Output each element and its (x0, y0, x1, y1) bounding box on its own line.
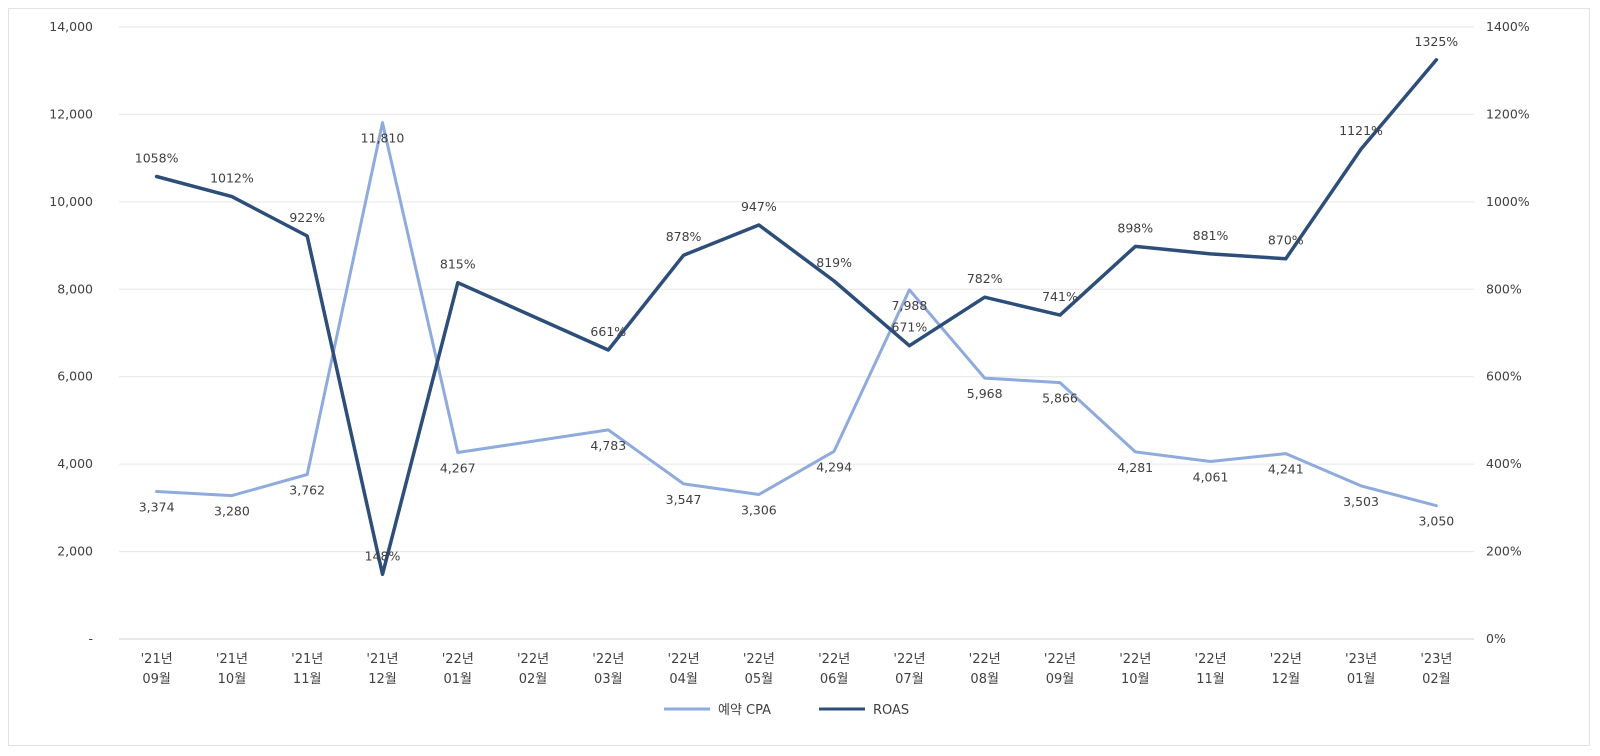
roas-data-label: 741% (1042, 289, 1078, 304)
x-tick-label-month: 11월 (293, 672, 322, 687)
left-tick-label: 8,000 (57, 281, 93, 296)
legend: 예약 CPA ROAS (664, 703, 909, 718)
right-tick-label: 600% (1486, 369, 1522, 384)
cpa-data-label: 3,306 (741, 502, 777, 517)
right-tick-label: 200% (1486, 544, 1522, 559)
series-lines (154, 58, 1439, 577)
cpa-data-label: 3,503 (1343, 494, 1379, 509)
roas-data-label: 815% (440, 257, 476, 272)
x-axis: '21년 09월 '21년 10월 '21년 11월 '21년 12월 '22년 01월 '22년 0… (141, 652, 1453, 687)
cpa-data-label: 4,267 (440, 460, 476, 475)
left-tick-label: - (88, 631, 93, 646)
left-tick-label: 4,000 (57, 456, 93, 471)
cpa-data-label: 3,280 (214, 504, 250, 519)
x-tick-label-year: '22년 (893, 652, 925, 667)
roas-data-label: 819% (816, 255, 852, 270)
left-tick-label: 12,000 (49, 106, 93, 121)
legend-label-cpa: 예약 CPA (718, 703, 771, 718)
roas-data-label: 671% (892, 320, 928, 335)
x-tick-label-year: '22년 (517, 652, 549, 667)
x-tick-label-month: 05월 (745, 672, 774, 687)
x-tick-label-year: '22년 (1044, 652, 1076, 667)
roas-data-label: 1058% (135, 151, 179, 166)
cpa-data-label: 3,374 (139, 500, 175, 515)
x-tick-label-year: '22년 (818, 652, 850, 667)
cpa-data-label: 7,988 (892, 298, 928, 313)
cpa-data-label: 4,783 (590, 438, 626, 453)
roas-data-label: 870% (1268, 233, 1304, 248)
x-tick-label-year: '22년 (1194, 652, 1226, 667)
left-tick-label: 14,000 (49, 19, 93, 34)
roas-data-label: 947% (741, 199, 777, 214)
left-axis: - 2,000 4,000 6,000 8,000 10,000 12,000 14,000 (49, 19, 93, 646)
left-tick-label: 10,000 (49, 194, 93, 209)
roas-data-label: 898% (1117, 220, 1153, 235)
x-tick-label-month: 02월 (519, 672, 548, 687)
x-tick-label-month: 01월 (443, 672, 472, 687)
chart: -2,0004,0006,0008,00010,00012,00014,000 … (49, 19, 1530, 718)
x-tick-label-month: 10월 (1121, 672, 1150, 687)
cpa-data-label: 3,762 (289, 483, 325, 498)
cpa-data-label: 3,050 (1418, 514, 1454, 529)
x-tick-label-month: 01월 (1347, 672, 1376, 687)
cpa-data-label: 5,866 (1042, 391, 1078, 406)
x-tick-label-month: 03월 (594, 672, 623, 687)
x-tick-label-month: 09월 (1046, 672, 1075, 687)
roas-data-label: 1325% (1415, 34, 1459, 49)
cpa-data-label: 4,281 (1117, 460, 1153, 475)
right-tick-label: 1200% (1486, 106, 1530, 121)
x-tick-label-month: 08월 (970, 672, 999, 687)
cpa-data-label: 4,241 (1268, 462, 1304, 477)
cpa-data-label: 5,968 (967, 386, 1003, 401)
roas-line (154, 58, 1439, 577)
roas-data-label: 922% (289, 210, 325, 225)
x-tick-label-month: 06월 (820, 672, 849, 687)
x-tick-label-year: '22년 (969, 652, 1001, 667)
x-tick-label-year: '22년 (743, 652, 775, 667)
x-tick-label-year: '21년 (216, 652, 248, 667)
x-tick-label-month: 07월 (895, 672, 924, 687)
x-tick-label-year: '21년 (291, 652, 323, 667)
roas-data-label: 782% (967, 271, 1003, 286)
x-tick-label-year: '22년 (592, 652, 624, 667)
x-tick-label-month: 12월 (368, 672, 397, 687)
x-tick-label-year: '22년 (1119, 652, 1151, 667)
x-tick-label-year: '22년 (668, 652, 700, 667)
legend-label-roas: ROAS (873, 703, 909, 718)
x-tick-label-month: 11월 (1196, 672, 1225, 687)
right-axis: 0% 200% 400% 600% 800% 1000% 1200% 1400% (1486, 19, 1530, 646)
right-tick-label: 400% (1486, 456, 1522, 471)
roas-data-label: 881% (1193, 228, 1229, 243)
grid-lines (119, 26, 1474, 640)
cpa-line (155, 121, 1438, 508)
left-tick-label: 2,000 (57, 544, 93, 559)
right-tick-label: 800% (1486, 281, 1522, 296)
cpa-data-label: 3,547 (666, 492, 702, 507)
data-labels: 3,374 3,280 3,762 11,810 4,267 4,783 3,547 3,30… (135, 34, 1459, 564)
right-tick-label: 1400% (1486, 19, 1530, 34)
roas-data-label: 1121% (1339, 123, 1383, 138)
cpa-data-label: 4,061 (1193, 469, 1229, 484)
roas-data-label: 148% (365, 548, 401, 563)
roas-data-label: 661% (590, 324, 626, 339)
x-tick-label-month: 04월 (669, 672, 698, 687)
x-tick-label-month: 10월 (218, 672, 247, 687)
x-tick-label-year: '23년 (1420, 652, 1452, 667)
x-tick-label-month: 02월 (1422, 672, 1451, 687)
x-tick-label-month: 12월 (1272, 672, 1301, 687)
right-tick-label: 1000% (1486, 194, 1530, 209)
x-tick-label-year: '21년 (366, 652, 398, 667)
x-tick-label-year: '23년 (1345, 652, 1377, 667)
cpa-data-label: 11,810 (361, 131, 405, 146)
chart-frame: -2,000 4,000 6,000 8,000 10,000 12,000 14,000 … (8, 8, 1590, 746)
right-tick-label: 0% (1486, 631, 1506, 646)
x-tick-label-month: 09월 (142, 672, 171, 687)
x-tick-label-year: '22년 (442, 652, 474, 667)
left-tick-label: 6,000 (57, 369, 93, 384)
roas-data-label: 1012% (210, 171, 254, 186)
x-tick-label-year: '21년 (141, 652, 173, 667)
x-tick-label-year: '22년 (1270, 652, 1302, 667)
cpa-data-label: 4,294 (816, 459, 852, 474)
roas-data-label: 878% (666, 229, 702, 244)
